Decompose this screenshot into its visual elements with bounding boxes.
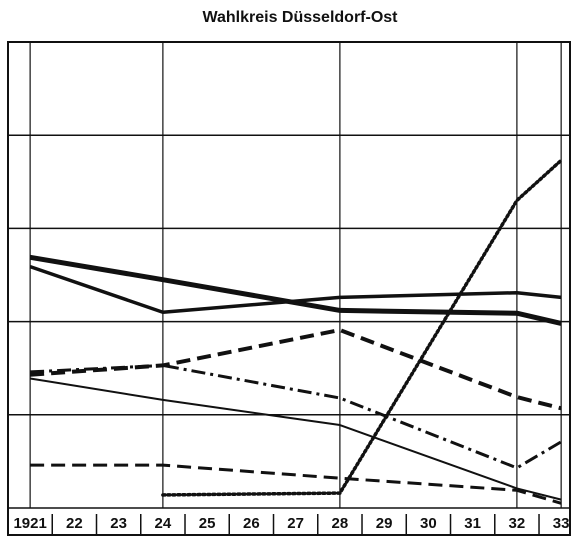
- series-line: [29, 377, 562, 501]
- x-tick-label: 30: [420, 515, 437, 532]
- x-tick-label: 27: [287, 515, 304, 532]
- series-line: [30, 463, 562, 505]
- series-line: [30, 363, 562, 470]
- x-tick-label: 1921: [13, 515, 46, 532]
- x-tick-label: 25: [199, 515, 216, 532]
- x-tick-label: 28: [332, 515, 349, 532]
- x-tick-label: 23: [110, 515, 127, 532]
- series-line: [29, 264, 562, 315]
- x-tick-label: 33: [553, 515, 570, 532]
- x-tick-label: 29: [376, 515, 393, 532]
- series-line: [29, 327, 562, 411]
- x-tick-label: 32: [509, 515, 526, 532]
- x-tick-label: 24: [155, 515, 172, 532]
- x-tick-label: 22: [66, 515, 83, 532]
- x-tick-label: 26: [243, 515, 260, 532]
- x-tick-label: 31: [464, 515, 481, 532]
- chart-title: Wahlkreis Düsseldorf-Ost: [202, 9, 398, 26]
- series-line: [161, 158, 563, 497]
- series-line: [29, 254, 562, 326]
